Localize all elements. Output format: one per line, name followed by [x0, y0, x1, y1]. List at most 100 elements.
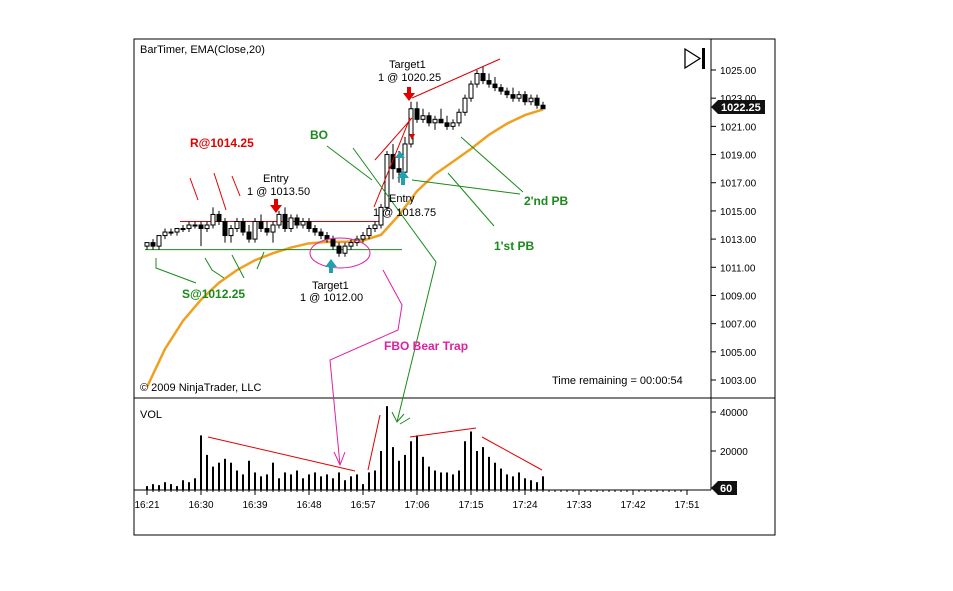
candle-body	[198, 224, 204, 230]
price-tick-label: 1019.00	[720, 151, 757, 162]
price-tick-label: 1013.00	[720, 235, 757, 246]
candle-body	[204, 224, 210, 230]
candle-body	[270, 224, 276, 233]
candle-body	[540, 104, 546, 110]
price-tick-label: 1005.00	[720, 348, 757, 359]
time-tick-label: 16:57	[350, 500, 375, 511]
candle-body	[330, 238, 336, 247]
chart-frame	[133, 38, 776, 536]
candle-body	[306, 220, 312, 230]
candle-body	[480, 73, 486, 82]
candle-body	[492, 83, 498, 89]
candle-body	[186, 224, 192, 230]
candle-body	[150, 242, 156, 247]
up-arrow-icon	[395, 151, 405, 158]
price-tick-label: 1025.00	[720, 66, 757, 77]
time-tick-label: 17:24	[512, 500, 537, 511]
candle-body	[396, 168, 402, 173]
support-label: S@1012.25	[182, 287, 245, 301]
up-arrow-icon	[397, 170, 409, 185]
volume-label: VOL	[140, 409, 162, 421]
candle-body	[444, 122, 450, 127]
candle-body	[504, 90, 510, 96]
axis-layer: 1025.00 1023.00 1021.00 1019.00 1017.00 1015.…	[134, 66, 756, 511]
price-tick-label: 1007.00	[720, 320, 757, 331]
svg-text:60: 60	[720, 483, 732, 495]
volume-tick-label: 20000	[720, 447, 748, 458]
candle-body	[168, 231, 174, 234]
time-remaining: Time remaining = 00:00:54	[552, 375, 683, 387]
candle-body	[288, 217, 294, 230]
time-tick-label: 16:30	[188, 500, 213, 511]
time-tick-label: 17:15	[458, 500, 483, 511]
candle-body	[228, 228, 234, 237]
entry-short-title: Entry	[263, 173, 289, 185]
down-arrow-icon	[270, 199, 282, 213]
candle-body	[474, 73, 480, 85]
candle-body	[510, 94, 516, 99]
candle-body	[498, 87, 504, 92]
candle-body	[414, 108, 420, 120]
price-tick-label: 1011.00	[720, 263, 756, 274]
annotation-lines	[155, 58, 543, 472]
candle-body	[300, 220, 306, 226]
candle-body	[210, 213, 216, 226]
time-tick-label: 16:48	[296, 500, 321, 511]
candle-body	[528, 97, 534, 103]
entry-long-title: Entry	[389, 193, 415, 205]
candle-body	[408, 108, 414, 145]
candle-body	[342, 245, 348, 254]
resistance-label: R@1014.25	[190, 136, 254, 150]
candle-body	[450, 122, 456, 127]
target-long-title: Target1	[312, 280, 349, 292]
ema-layer	[145, 108, 544, 388]
time-tick-label: 17:33	[566, 500, 591, 511]
candle-body	[390, 154, 396, 170]
up-arrow-icon	[325, 259, 337, 273]
candle-body	[366, 228, 372, 237]
candle-body	[372, 224, 378, 230]
svg-text:1022.25: 1022.25	[721, 102, 761, 114]
fbo-label: FBO Bear Trap	[384, 339, 468, 353]
candle-body	[420, 115, 426, 120]
candle-body	[522, 94, 528, 103]
candle-body	[174, 228, 180, 233]
price-tick-label: 1015.00	[720, 207, 757, 218]
time-tick-label: 17:42	[620, 500, 645, 511]
target-long-detail: 1 @ 1012.00	[300, 292, 363, 304]
last-price-badge: 1022.25	[711, 100, 765, 114]
down-arrow-icon	[409, 134, 415, 140]
target-up-title: Target1	[389, 59, 426, 71]
first-pb-label: 1'st PB	[494, 239, 535, 253]
price-tick-label: 1023.00	[720, 94, 757, 105]
entry-short-detail: 1 @ 1013.50	[247, 186, 310, 198]
candle-body	[216, 213, 222, 222]
time-tick-label: 16:21	[134, 500, 159, 511]
time-tick-label: 17:51	[674, 500, 699, 511]
candle-body	[324, 235, 330, 240]
candle-body	[378, 206, 384, 226]
price-tick-label: 1003.00	[720, 376, 757, 387]
candle-body	[516, 94, 522, 99]
candle-body	[348, 242, 354, 247]
play-icon[interactable]	[684, 47, 705, 70]
candle-body	[240, 220, 246, 233]
candle-body	[156, 235, 162, 247]
candle-body	[402, 143, 408, 173]
candle-body	[252, 220, 258, 240]
candle-body	[360, 235, 366, 240]
candle-body	[426, 115, 432, 124]
candle-body	[534, 97, 540, 106]
candle-body	[438, 118, 444, 124]
second-pb-label: 2'nd PB	[524, 194, 569, 208]
chart-title: BarTimer, EMA(Close,20)	[140, 44, 265, 56]
candle-body	[162, 231, 168, 237]
candle-body	[258, 220, 264, 230]
ema-line	[145, 108, 544, 388]
entry-long-detail: 1 @ 1018.75	[373, 207, 436, 219]
last-volume-badge: 60	[711, 481, 737, 495]
candle-body	[144, 242, 150, 247]
price-tick-label: 1017.00	[720, 179, 757, 190]
candle-body	[312, 228, 318, 233]
